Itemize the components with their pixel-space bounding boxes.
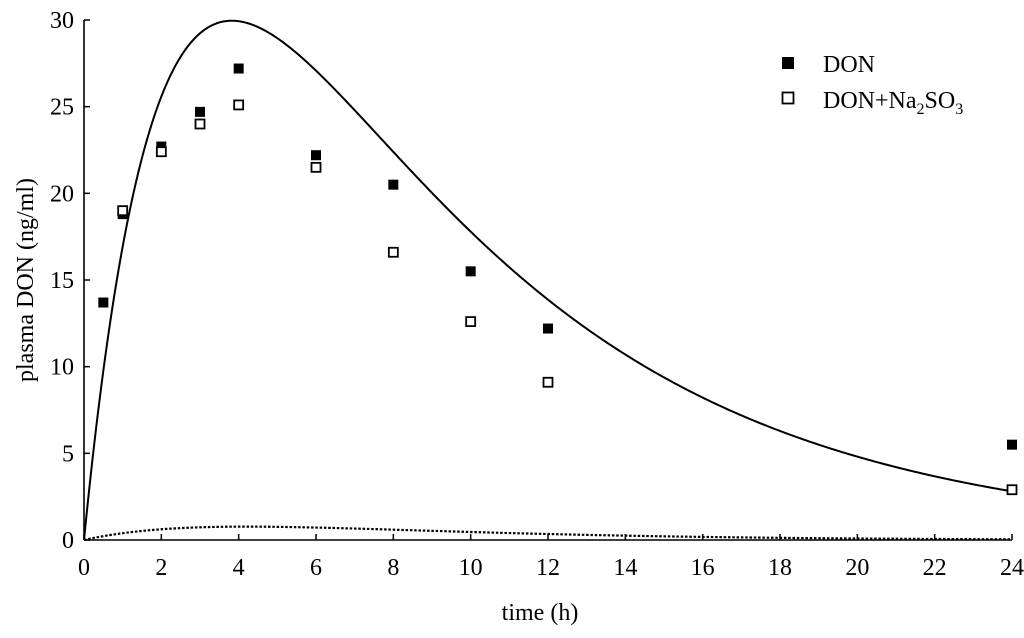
data-point-series-1 — [194, 118, 206, 130]
y-tick-label: 30 — [50, 8, 74, 34]
data-point-series-1 — [542, 376, 554, 388]
data-point-series-0 — [311, 150, 321, 161]
legend-label-don-na2so3: DON+Na2SO3 — [823, 88, 963, 118]
x-tick-label: 12 — [536, 555, 560, 581]
legend-label-don: DON — [823, 52, 875, 78]
data-point-series-0 — [388, 179, 399, 190]
x-tick-label: 20 — [845, 555, 869, 581]
data-point-series-0 — [543, 323, 553, 334]
data-point-series-0 — [98, 297, 109, 308]
legend-label-don-na2so3-part1: DON+Na — [823, 88, 917, 114]
legend-label-subscript-2: 2 — [917, 101, 925, 118]
data-point-series-0 — [1007, 439, 1017, 450]
fit-line-series-1 — [83, 525, 1013, 542]
fit-lines — [83, 19, 1013, 542]
x-tick-label: 2 — [155, 555, 167, 581]
legend-marker-don-na2so3 — [781, 91, 795, 105]
x-tick-label: 4 — [233, 555, 245, 581]
x-tick-label: 0 — [78, 555, 90, 581]
y-axis-title: plasma DON (ng/ml) — [13, 178, 39, 382]
data-point-series-1 — [310, 161, 322, 173]
x-tick-label: 16 — [691, 555, 715, 581]
x-tick-label: 6 — [310, 555, 322, 581]
x-tick-label: 22 — [923, 555, 947, 581]
y-tick-label: 10 — [50, 355, 74, 381]
x-tick-label: 24 — [1000, 555, 1024, 581]
y-tick-label: 5 — [62, 441, 74, 467]
data-point-series-1 — [155, 146, 167, 158]
y-tick-label: 15 — [50, 268, 74, 294]
data-point-series-1 — [117, 205, 129, 217]
data-point-series-1 — [233, 99, 245, 111]
data-point-series-1 — [465, 316, 477, 328]
y-tick-label: 20 — [50, 181, 74, 207]
legend-label-don-na2so3-part2: SO — [925, 88, 956, 114]
data-point-series-0 — [465, 266, 476, 277]
x-tick-label: 18 — [768, 555, 792, 581]
data-point-series-0 — [233, 63, 244, 74]
data-point-series-1 — [387, 246, 399, 258]
legend-label-subscript-3: 3 — [955, 101, 963, 118]
x-axis-title: time (h) — [502, 600, 579, 626]
x-ticks: 0 2 4 6 8 10 12 14 16 18 20 22 24 — [78, 534, 1024, 581]
x-tick-label: 10 — [459, 555, 483, 581]
y-tick-label: 25 — [50, 95, 74, 121]
markers — [98, 63, 1018, 496]
y-tick-label: 0 — [62, 528, 74, 554]
y-ticks: 0 5 10 15 20 25 30 — [50, 8, 90, 554]
data-point-series-1 — [1006, 484, 1018, 496]
x-tick-label: 8 — [387, 555, 399, 581]
legend-marker-don — [782, 57, 794, 69]
legend: DON DON+Na2SO3 — [781, 52, 963, 118]
x-tick-label: 14 — [613, 555, 637, 581]
data-point-series-0 — [195, 106, 205, 117]
fit-line-series-0 — [83, 19, 1013, 541]
